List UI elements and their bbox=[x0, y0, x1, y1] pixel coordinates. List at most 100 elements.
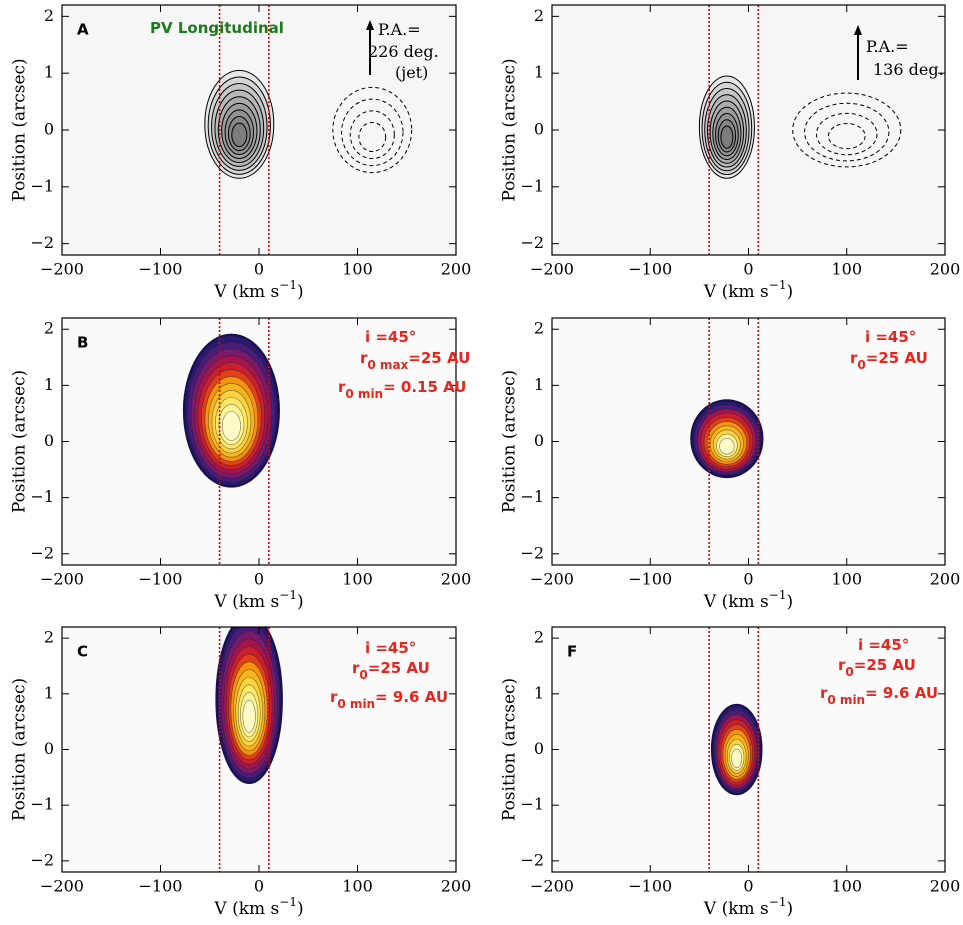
y-tick-label: 2 bbox=[534, 6, 544, 25]
x-axis-label: V (km s−1) bbox=[703, 588, 793, 612]
annotation-after: =25 AU bbox=[368, 659, 430, 677]
x-tick-label: 0 bbox=[743, 570, 753, 589]
x-tick-label: −200 bbox=[530, 877, 574, 896]
annotation: i =45° bbox=[365, 328, 416, 346]
y-tick-label: −2 bbox=[520, 233, 544, 252]
x-tick-label: 200 bbox=[441, 260, 472, 279]
annotation-text: i =45° bbox=[365, 328, 416, 346]
y-tick-label: −1 bbox=[520, 176, 544, 195]
x-label-sup: −1 bbox=[279, 588, 297, 602]
emission-contour bbox=[720, 125, 734, 149]
y-tick-label: 1 bbox=[44, 375, 54, 394]
x-label-text: V (km s bbox=[213, 592, 279, 612]
annotation-after: = 0.15 AU bbox=[383, 378, 466, 396]
x-tick-label: 100 bbox=[831, 260, 862, 279]
emission-contour bbox=[349, 110, 395, 160]
annotation: i =45° bbox=[858, 636, 909, 654]
annotation: (jet) bbox=[395, 63, 428, 82]
annotation: r0 min= 9.6 AU bbox=[330, 688, 448, 711]
y-tick-label: −1 bbox=[520, 795, 544, 814]
y-tick-label: −2 bbox=[520, 850, 544, 869]
annotation-sub: 0 min bbox=[345, 387, 383, 401]
emission-contour bbox=[221, 410, 241, 441]
y-axis-label: Position (arcsec) bbox=[10, 370, 30, 513]
annotation: r0=25 AU bbox=[352, 659, 430, 682]
x-label-sup: −1 bbox=[769, 278, 787, 292]
x-tick-label: −100 bbox=[628, 260, 672, 279]
annotation: r0 min= 9.6 AU bbox=[820, 684, 938, 707]
annotation-text: r bbox=[338, 378, 346, 396]
x-tick-label: 200 bbox=[930, 570, 961, 589]
annotation-text: P.A.= bbox=[378, 20, 421, 39]
y-tick-label: −2 bbox=[30, 850, 54, 869]
emission-contour bbox=[701, 81, 753, 176]
y-tick-label: −1 bbox=[520, 487, 544, 506]
emission-contour bbox=[827, 123, 866, 150]
annotation: r0=25 AU bbox=[838, 656, 916, 679]
x-tick-label: −100 bbox=[628, 877, 672, 896]
y-tick-label: 0 bbox=[534, 431, 544, 450]
x-tick-label: −100 bbox=[628, 570, 672, 589]
panel-label: F bbox=[567, 643, 577, 661]
x-label-sup: −1 bbox=[769, 895, 787, 909]
pa-arrow-head bbox=[854, 25, 862, 35]
x-tick-label: 0 bbox=[254, 570, 264, 589]
plot-content bbox=[698, 75, 902, 179]
annotation-text: r bbox=[820, 684, 828, 702]
annotation: 136 deg. bbox=[873, 60, 944, 79]
x-label-sup: −1 bbox=[279, 895, 297, 909]
x-tick-label: 0 bbox=[254, 260, 264, 279]
x-label-text: V (km s bbox=[703, 282, 769, 302]
annotation: r0 min= 0.15 AU bbox=[338, 378, 466, 401]
emission-contour bbox=[242, 699, 256, 733]
x-axis-label: V (km s−1) bbox=[213, 588, 303, 612]
annotation-text: (jet) bbox=[395, 63, 428, 82]
x-tick-label: 100 bbox=[831, 570, 862, 589]
annotation: 226 deg. bbox=[368, 42, 439, 61]
x-tick-label: −100 bbox=[139, 877, 183, 896]
annotation-sub: 0 max bbox=[367, 358, 408, 372]
x-label-after: ) bbox=[297, 282, 304, 302]
emission-contour bbox=[207, 76, 271, 175]
emission-contour bbox=[332, 86, 413, 174]
plot-content bbox=[710, 703, 763, 796]
x-tick-label: −200 bbox=[530, 260, 574, 279]
annotation-sub: 0 min bbox=[827, 693, 865, 707]
x-tick-label: 0 bbox=[743, 877, 753, 896]
annotation-sub: 0 bbox=[857, 358, 865, 372]
x-tick-label: 100 bbox=[342, 260, 373, 279]
x-label-after: ) bbox=[786, 592, 793, 612]
x-label-after: ) bbox=[297, 592, 304, 612]
annotation: i =45° bbox=[365, 639, 416, 657]
y-tick-label: 0 bbox=[44, 120, 54, 139]
x-tick-label: 200 bbox=[930, 877, 961, 896]
pa-arrow-head bbox=[366, 20, 374, 30]
x-tick-label: −200 bbox=[40, 877, 84, 896]
emission-contour bbox=[731, 748, 743, 768]
x-label-after: ) bbox=[786, 282, 793, 302]
emission-contour bbox=[214, 89, 265, 167]
annotation-sub: 0 bbox=[845, 665, 853, 679]
annotation-after: =25 AU bbox=[408, 349, 470, 367]
x-tick-label: −200 bbox=[530, 570, 574, 589]
x-label-text: V (km s bbox=[213, 899, 279, 919]
emission-contour bbox=[231, 122, 248, 148]
emission-contour bbox=[698, 75, 755, 179]
emission-contour bbox=[709, 100, 745, 164]
y-tick-label: 1 bbox=[534, 375, 544, 394]
annotation-after: =25 AU bbox=[854, 656, 916, 674]
y-tick-label: 0 bbox=[534, 120, 544, 139]
y-tick-label: 2 bbox=[534, 319, 544, 338]
y-tick-label: 2 bbox=[44, 319, 54, 338]
x-label-after: ) bbox=[297, 899, 304, 919]
panel-label: A bbox=[77, 21, 89, 39]
annotation-sub: 0 min bbox=[337, 697, 375, 711]
annotation-sub: 0 bbox=[359, 668, 367, 682]
y-axis-label: Position (arcsec) bbox=[500, 58, 520, 201]
annotation-text: 226 deg. bbox=[368, 42, 439, 61]
y-tick-label: 1 bbox=[44, 683, 54, 702]
x-tick-label: 0 bbox=[254, 877, 264, 896]
annotation-text: r bbox=[352, 659, 360, 677]
y-tick-label: 0 bbox=[44, 431, 54, 450]
